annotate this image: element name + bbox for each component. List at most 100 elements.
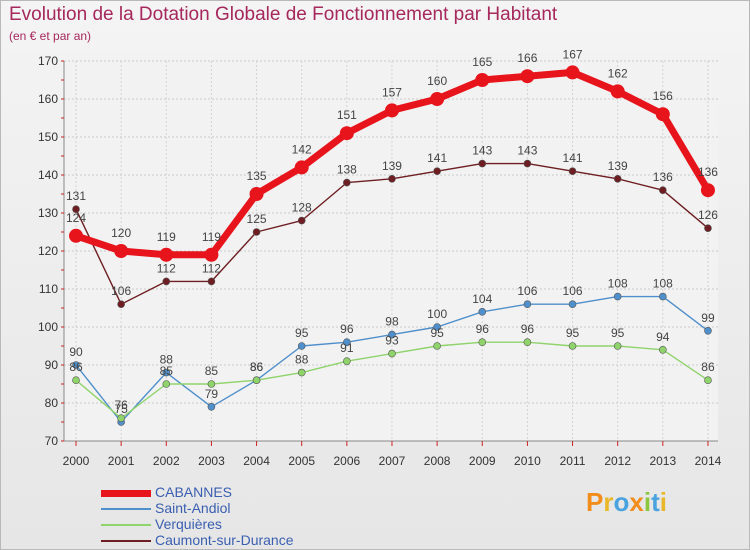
y-tick-label: 150 — [38, 130, 58, 144]
data-label: 166 — [517, 51, 537, 65]
data-point — [523, 159, 532, 168]
y-tick-label: 130 — [38, 206, 58, 220]
data-label: 142 — [292, 142, 312, 156]
data-label: 100 — [427, 307, 447, 321]
data-point — [207, 402, 216, 411]
y-tick-label: 110 — [39, 282, 58, 296]
data-label: 75 — [114, 402, 128, 416]
y-tick-label: 80 — [45, 396, 59, 410]
logo-letter: t — [651, 487, 660, 517]
data-label: 95 — [295, 326, 309, 340]
data-point — [613, 342, 622, 350]
legend-label: Caumont-sur-Durance — [155, 532, 294, 548]
data-label: 119 — [157, 230, 176, 244]
data-point — [433, 342, 441, 350]
data-point — [478, 307, 487, 316]
data-label: 143 — [517, 144, 537, 158]
data-label: 96 — [340, 322, 354, 336]
data-point — [523, 338, 532, 347]
data-point — [384, 103, 399, 118]
data-point — [613, 175, 622, 183]
data-point — [343, 338, 351, 347]
data-point — [610, 84, 625, 99]
y-tick-label: 160 — [38, 92, 58, 106]
data-point — [339, 126, 354, 141]
data-point — [659, 292, 667, 301]
legend-swatch — [101, 524, 151, 526]
data-label: 86 — [701, 360, 715, 374]
x-tick-label: 2013 — [649, 454, 676, 468]
y-tick-label: 100 — [38, 320, 58, 334]
x-tick-label: 2001 — [108, 454, 135, 468]
y-tick-label: 170 — [38, 54, 58, 68]
data-point — [207, 277, 216, 286]
y-tick-label: 70 — [45, 434, 59, 448]
data-point — [297, 342, 306, 350]
logo-letter: i — [643, 487, 652, 517]
data-label: 88 — [160, 353, 174, 367]
x-tick-label: 2007 — [379, 454, 406, 468]
data-label: 104 — [472, 292, 492, 306]
data-point — [388, 330, 396, 339]
logo-letter: o — [613, 487, 630, 517]
data-label: 108 — [653, 277, 673, 291]
data-label: 86 — [69, 360, 83, 374]
data-label: 106 — [111, 284, 131, 298]
x-tick-label: 2006 — [333, 454, 360, 468]
data-point — [297, 368, 306, 377]
legend-item: CABANNES — [101, 484, 351, 501]
data-point — [72, 376, 80, 385]
series-caumont-sur-durance: 131 106 112 112 125 128 138 139 141 143 143 141 139 1… — [66, 144, 718, 309]
legend-item: Saint-Andiol — [101, 500, 351, 517]
data-label: 90 — [69, 345, 83, 359]
legend: CABANNES Saint-Andiol Verquières Caumont-su… — [101, 484, 351, 549]
x-tick-label: 2008 — [424, 454, 451, 468]
legend-label: CABANNES — [155, 484, 233, 500]
x-tick-label: 2009 — [469, 454, 496, 468]
data-point — [162, 380, 171, 388]
logo-letter: x — [629, 487, 644, 517]
data-point — [343, 357, 351, 366]
data-point — [659, 186, 667, 194]
x-tick-label: 2011 — [560, 454, 586, 468]
data-point — [659, 345, 667, 354]
data-label: 95 — [566, 326, 580, 340]
legend-item: Verquières — [101, 516, 351, 533]
x-tick-label: 2012 — [604, 454, 631, 468]
proxiti-logo: Proxiti — [586, 487, 667, 518]
data-label: 76 — [114, 398, 128, 412]
data-label: 86 — [250, 360, 264, 374]
y-tick-label: 90 — [45, 358, 59, 372]
data-label: 88 — [295, 353, 309, 367]
data-label: 119 — [202, 230, 221, 244]
data-point — [478, 338, 487, 347]
data-label: 94 — [656, 330, 670, 344]
data-label: 136 — [653, 170, 673, 184]
data-label: 85 — [205, 364, 219, 378]
data-point — [613, 292, 622, 301]
data-point — [478, 159, 487, 168]
data-point — [700, 183, 715, 198]
data-label: 108 — [608, 277, 628, 291]
data-point — [704, 376, 712, 385]
data-label: 86 — [250, 360, 264, 374]
data-label: 167 — [563, 47, 583, 61]
series-cabannes: 124 120 119 119 135 142 151 157 160 165 166 167 162 1… — [66, 47, 718, 262]
data-label: 141 — [563, 151, 583, 165]
data-label: 91 — [340, 341, 354, 355]
data-point — [117, 300, 125, 309]
data-label: 112 — [202, 261, 221, 275]
data-label: 126 — [698, 208, 718, 222]
data-label: 131 — [66, 189, 86, 203]
data-point — [117, 414, 125, 423]
data-label: 112 — [157, 261, 176, 275]
data-label: 136 — [698, 165, 718, 179]
data-label: 95 — [430, 326, 444, 340]
logo-letter: r — [603, 487, 614, 517]
chart-subtitle: (en € et par an) — [9, 29, 92, 43]
data-point — [388, 175, 396, 183]
chart-title: Evolution de la Dotation Globale de Fonc… — [9, 4, 558, 25]
legend-item: Caumont-sur-Durance — [101, 532, 351, 549]
data-label: 106 — [563, 284, 583, 298]
